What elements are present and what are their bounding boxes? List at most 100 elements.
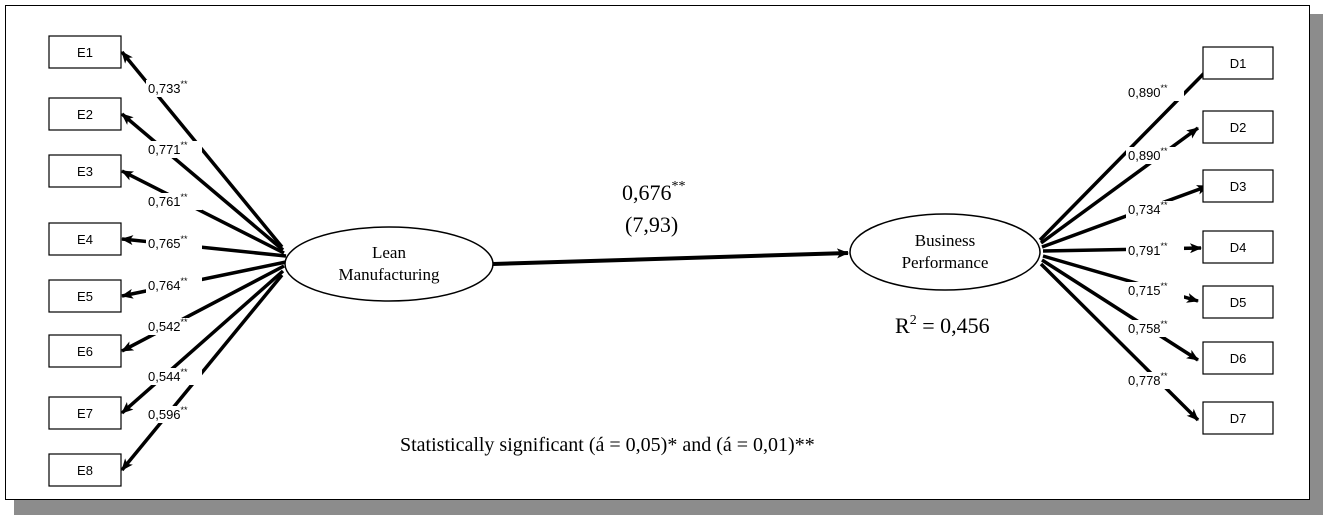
loading-value-e5: 0,764** [148, 276, 188, 293]
indicator-box [1202, 169, 1274, 203]
indicator-label: D7 [1230, 411, 1247, 426]
indicator-label: E1 [77, 45, 93, 60]
loading-label-bg [1126, 84, 1184, 101]
indicator-e5: E5 [48, 279, 122, 313]
indicator-label: E2 [77, 107, 93, 122]
indicator-d1: D1 [1202, 46, 1274, 80]
loading-arrow-e7 [120, 269, 285, 415]
indicator-e7: E7 [48, 396, 122, 430]
indicator-label: E6 [77, 344, 93, 359]
loading-value-e4: 0,765** [148, 234, 188, 251]
right-indicator-boxes: D1 D2 D3 D4 D5 D6 D7 [1202, 46, 1274, 435]
loading-label-bg [146, 406, 202, 423]
loading-label-bg [1126, 147, 1184, 164]
loading-value-d4: 0,791** [1128, 241, 1168, 258]
indicator-label: D2 [1230, 120, 1247, 135]
indicator-d7: D7 [1202, 401, 1274, 435]
left-loading-labels: 0,733** 0,771** 0,761** 0,765** 0,764** 0,542… [146, 79, 202, 423]
indicator-box [48, 97, 122, 131]
loading-arrow-d7 [1039, 262, 1200, 422]
loading-value-e7: 0,544** [148, 367, 188, 384]
business-label-line2: Performance [902, 253, 989, 272]
loading-label-bg [146, 193, 202, 210]
indicator-label: D1 [1230, 56, 1247, 71]
indicator-e4: E4 [48, 222, 122, 256]
business-performance-construct: Business Performance [849, 213, 1041, 291]
path-coefficient: 0,676** [622, 179, 686, 205]
loading-value-e3: 0,761** [148, 192, 188, 209]
indicator-label: E3 [77, 164, 93, 179]
indicator-d5: D5 [1202, 285, 1274, 319]
loading-value-d1: 0,890** [1128, 83, 1168, 100]
loading-label-bg [1126, 320, 1184, 337]
loading-value-d5: 0,715** [1128, 281, 1168, 298]
indicator-box [1202, 401, 1274, 435]
indicator-label: E7 [77, 406, 93, 421]
loading-value-d6: 0,758** [1128, 319, 1168, 336]
indicator-e3: E3 [48, 154, 122, 188]
loading-label-bg [1126, 282, 1184, 299]
lean-label-line1: Lean [372, 243, 406, 262]
indicator-label: D4 [1230, 240, 1247, 255]
loading-value-d3: 0,734** [1128, 200, 1168, 217]
indicator-box [1202, 285, 1274, 319]
indicator-box [1202, 230, 1274, 264]
indicator-d2: D2 [1202, 110, 1274, 144]
indicator-box [48, 154, 122, 188]
loading-label-bg [1126, 242, 1184, 259]
indicator-d3: D3 [1202, 169, 1274, 203]
indicator-box [48, 35, 122, 69]
indicator-e8: E8 [48, 453, 122, 487]
indicator-box [48, 453, 122, 487]
loading-label-bg [1126, 372, 1184, 389]
loading-label-bg [146, 141, 202, 158]
loading-value-d7: 0,778** [1128, 371, 1168, 388]
loading-arrow-e2 [120, 112, 285, 252]
lean-ellipse [284, 226, 494, 302]
loading-arrow-e3 [121, 169, 285, 255]
loading-arrow-d6 [1041, 258, 1199, 362]
indicator-d4: D4 [1202, 230, 1274, 264]
right-loading-labels: 0,890** 0,890** 0,734** 0,791** 0,715** 0,758… [1126, 83, 1184, 389]
significance-note: Statistically significant (á = 0,05)* an… [400, 434, 815, 456]
indicator-label: D5 [1230, 295, 1247, 310]
loading-arrow-e6 [121, 264, 285, 353]
right-loading-arrows [1038, 53, 1224, 422]
business-label-line1: Business [915, 231, 975, 250]
indicator-label: E8 [77, 463, 93, 478]
r-squared: R2 = 0,456 [895, 313, 990, 338]
diagram-frame [5, 5, 1310, 500]
loading-label-bg [146, 368, 202, 385]
indicator-box [48, 222, 122, 256]
business-ellipse [849, 213, 1041, 291]
loading-label-bg [146, 80, 202, 97]
loading-label-bg [146, 277, 202, 294]
lean-label-line2: Manufacturing [338, 265, 440, 284]
loading-value-e1: 0,733** [148, 79, 188, 96]
loading-label-bg [146, 318, 202, 335]
loading-label-bg [1126, 201, 1184, 218]
loading-label-bg [146, 235, 202, 252]
indicator-e2: E2 [48, 97, 122, 131]
indicator-label: D3 [1230, 179, 1247, 194]
indicator-label: E4 [77, 232, 93, 247]
indicator-box [1202, 46, 1274, 80]
indicator-box [1202, 110, 1274, 144]
indicator-box [48, 396, 122, 430]
left-indicator-boxes: E1 E2 E3 E4 E5 E6 E7 E8 [48, 35, 122, 487]
indicator-e6: E6 [48, 334, 122, 368]
indicator-box [48, 334, 122, 368]
path-t-value: (7,93) [625, 212, 678, 237]
loading-value-e2: 0,771** [148, 140, 188, 157]
indicator-label: D6 [1230, 351, 1247, 366]
structural-path-arrow [492, 248, 849, 266]
loading-value-e6: 0,542** [148, 317, 188, 334]
loading-value-e8: 0,596** [148, 405, 188, 422]
indicator-label: E5 [77, 289, 93, 304]
indicator-box [1202, 341, 1274, 375]
indicator-e1: E1 [48, 35, 122, 69]
indicator-d6: D6 [1202, 341, 1274, 375]
lean-manufacturing-construct: Lean Manufacturing [284, 226, 494, 302]
